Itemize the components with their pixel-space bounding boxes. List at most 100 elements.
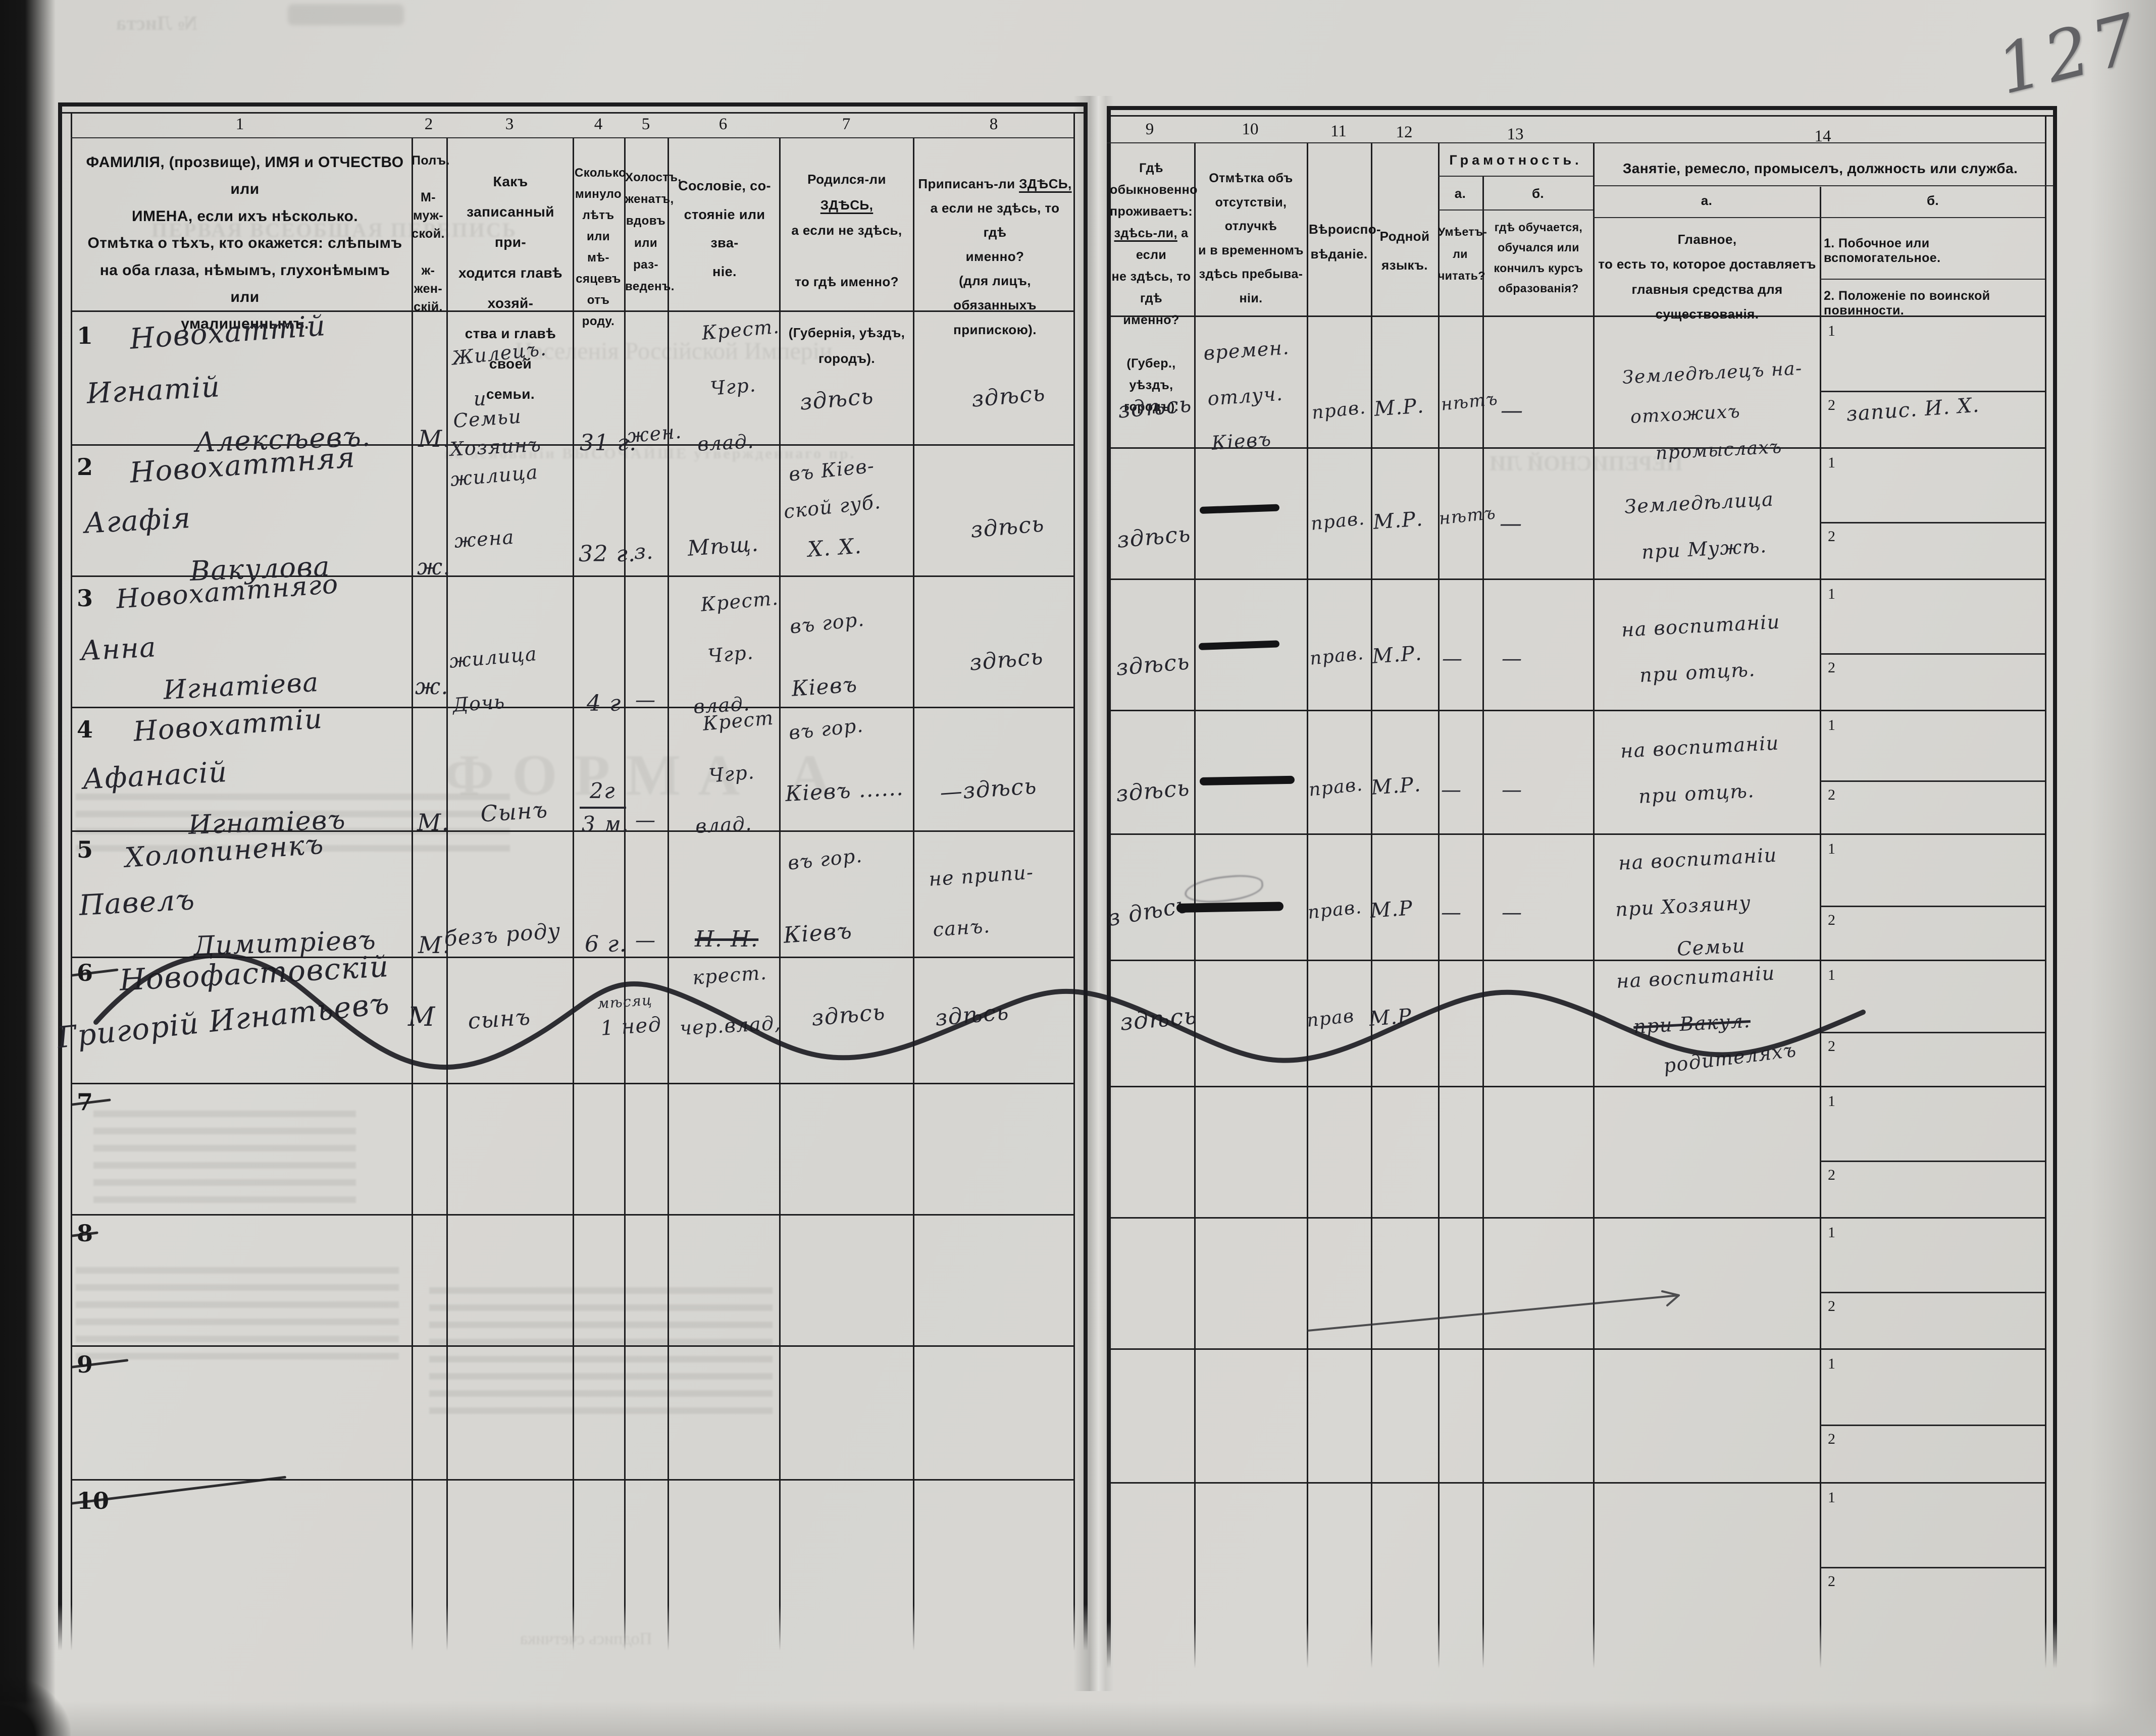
row-number: 4: [77, 716, 93, 743]
handwritten-entry: прав.: [1308, 774, 1364, 801]
handwritten-entry: Павелъ: [78, 883, 196, 922]
subcell-label-1: 1: [1828, 840, 1835, 857]
handwritten-entry: на воспитаніи: [1621, 610, 1781, 641]
subcell-divider: [1820, 1567, 2045, 1568]
handwritten-entry: влад.: [695, 812, 753, 837]
handwritten-entry: Новохаттіи: [132, 702, 324, 748]
column-number-9: 9: [1145, 120, 1154, 138]
grid-line: [1107, 710, 2045, 711]
fraction-line: [580, 807, 626, 809]
subcell-label-2: 2: [1828, 528, 1835, 545]
subcell-divider: [1820, 1161, 2045, 1162]
handwritten-entry: прав.: [1310, 508, 1366, 535]
handwritten-entry: Кіевъ: [791, 671, 858, 701]
grid-line: [71, 707, 1073, 708]
grid-line: [71, 137, 1073, 138]
subcell-label-2: 2: [1828, 1431, 1835, 1447]
handwritten-entry: при отцѣ.: [1639, 658, 1756, 687]
grid-line: [668, 137, 669, 1651]
ghost-perepisnoy: ПЕРЕПИСНОЙ ЛИ: [1490, 452, 1683, 476]
grid-line: [573, 137, 574, 1651]
grid-line: [2045, 115, 2046, 1668]
grid-line: [1820, 279, 2045, 280]
handwritten-entry: нѣтъ: [1438, 503, 1497, 529]
handwritten-entry: отлуч.: [1207, 382, 1284, 410]
handwritten-entry: 6 г.: [585, 931, 628, 957]
header-col9-text: Гдѣ обыкновенно проживаетъ:: [1110, 161, 1198, 219]
column-number-6: 6: [718, 115, 728, 133]
ink-dash: [1176, 902, 1284, 913]
handwritten-entry: М.Р.: [1372, 507, 1424, 534]
grid-line: [1084, 102, 1088, 1651]
header-col14b-label: б.: [1926, 193, 1939, 208]
grid-line: [1593, 217, 2045, 218]
subcell-label-1: 1: [1828, 454, 1835, 471]
handwritten-entry: Игнатій: [86, 371, 222, 410]
handwritten-entry: здѣсь: [799, 383, 875, 415]
ghost-paragraph-block: [76, 794, 510, 854]
grid-line: [71, 112, 72, 1651]
header-col9-underlined: здѣсь-ли,: [1114, 226, 1177, 240]
column-number-10: 10: [1242, 120, 1259, 138]
subcell-label-2: 2: [1828, 912, 1835, 928]
handwritten-entry: ж.: [417, 554, 451, 580]
subcell-label-2: 2: [1828, 1167, 1835, 1183]
header-col12: Родной языкъ.: [1379, 229, 1430, 273]
handwritten-entry: 31 г.: [580, 430, 637, 456]
grid-line: [1438, 176, 1593, 177]
handwritten-entry: М.Р.: [1373, 394, 1425, 421]
handwritten-entry: М.Р.: [1370, 773, 1422, 800]
subcell-label-1: 1: [1828, 1093, 1835, 1110]
ghost-title-3: на основаніи ВЫСОЧАЙШЕ утвержденнаго пр.: [444, 445, 856, 462]
grid-line: [1107, 1086, 2045, 1087]
handwritten-entry: при отцѣ.: [1638, 779, 1755, 808]
column-number-5: 5: [641, 115, 650, 133]
handwritten-entry: при Мужѣ.: [1641, 534, 1768, 563]
grid-line: [1820, 187, 1821, 1668]
handwritten-entry: въ гор.: [789, 608, 866, 638]
ghost-forma-a: ФОРМА А: [444, 743, 848, 807]
subcell-divider: [1820, 522, 2045, 523]
paper-edge-bottom: [0, 1701, 2156, 1736]
grid-line: [1438, 209, 1593, 211]
grid-line: [71, 1214, 1073, 1216]
handwritten-entry: Крест.: [700, 587, 780, 616]
header-col8-rest: а если не здѣсь, то гдѣ именно? (для лиц…: [930, 200, 1060, 337]
ghost-paragraph-block: [429, 1287, 773, 1424]
handwritten-entry: здѣсь: [1115, 775, 1191, 807]
handwritten-entry: и: [474, 388, 487, 410]
handwritten-entry: з.: [634, 539, 654, 564]
ghost-paragraph-block: [93, 1111, 356, 1212]
column-number-13: 13: [1507, 125, 1524, 143]
handwritten-entry: прав.: [1309, 643, 1365, 669]
column-number-11: 11: [1330, 122, 1347, 140]
handwritten-entry: въ гор.: [788, 714, 865, 744]
ink-dash: [1199, 504, 1280, 514]
grid-line: [913, 137, 914, 1651]
row-number: 1: [77, 322, 93, 349]
grid-line: [412, 137, 413, 1651]
handwritten-entry: Земледѣлица: [1624, 488, 1775, 518]
grid-line: [1107, 960, 2045, 961]
grid-line: [2053, 106, 2057, 1668]
handwritten-entry: —: [1502, 901, 1523, 924]
grid-line: [58, 102, 62, 1651]
subcell-label-1: 1: [1828, 1489, 1835, 1506]
header-col13a-text: Умѣетъ- ли читать?: [1438, 225, 1487, 283]
handwritten-entry: —: [635, 689, 656, 712]
ink-dash: [1199, 775, 1295, 785]
handwritten-entry: въ гор.: [787, 844, 864, 874]
grid-line: [1107, 115, 2055, 117]
handwritten-entry: жилица: [449, 460, 539, 491]
handwritten-entry: Новохаттняя: [129, 441, 357, 490]
handwritten-entry: прав.: [1311, 397, 1367, 424]
grid-line: [71, 830, 1073, 832]
handwritten-entry: Чгр.: [707, 641, 755, 667]
grid-line: [71, 957, 1073, 958]
handwritten-entry: —: [635, 809, 656, 832]
handwritten-entry: промыслахъ: [1655, 436, 1783, 464]
header-col13b-text: гдѣ обучается, обучался или кончилъ курс…: [1494, 221, 1583, 295]
handwritten-entry: здѣсь: [970, 380, 1047, 412]
handwritten-entry: Земледѣлецъ на-: [1622, 358, 1803, 388]
handwritten-entry: —: [635, 929, 656, 952]
